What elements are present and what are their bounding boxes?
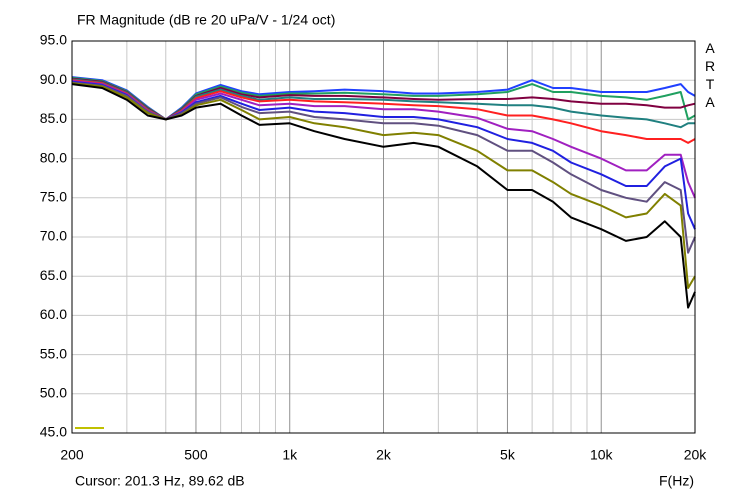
x-axis-label: F(Hz) xyxy=(659,473,694,489)
chart-title: FR Magnitude (dB re 20 uPa/V - 1/24 oct) xyxy=(77,12,335,28)
y-tick-label: 60.0 xyxy=(40,306,67,322)
y-tick-label: 55.0 xyxy=(40,345,67,361)
plot-frame xyxy=(71,40,696,434)
x-tick-label: 500 xyxy=(184,447,208,463)
series-line xyxy=(71,83,696,309)
y-tick-label: 80.0 xyxy=(40,149,67,165)
y-tick-label: 85.0 xyxy=(40,110,67,126)
x-tick-label: 1k xyxy=(282,447,298,463)
y-tick-label: 90.0 xyxy=(40,71,67,87)
x-tick-label: 20k xyxy=(684,447,708,463)
y-tick-label: 70.0 xyxy=(40,228,67,244)
y-tick-label: 65.0 xyxy=(40,267,67,283)
y-tick-label: 95.0 xyxy=(40,32,67,48)
y-tick-label: 45.0 xyxy=(40,424,67,440)
x-tick-label: 200 xyxy=(60,447,84,463)
y-tick-label: 50.0 xyxy=(40,385,67,401)
cursor-readout: Cursor: 201.3 Hz, 89.62 dB xyxy=(75,473,245,489)
x-tick-label: 10k xyxy=(590,447,614,463)
logo: ARTA xyxy=(702,40,718,112)
x-tick-label: 2k xyxy=(376,447,392,463)
x-tick-label: 5k xyxy=(500,447,516,463)
y-tick-label: 75.0 xyxy=(40,189,67,205)
